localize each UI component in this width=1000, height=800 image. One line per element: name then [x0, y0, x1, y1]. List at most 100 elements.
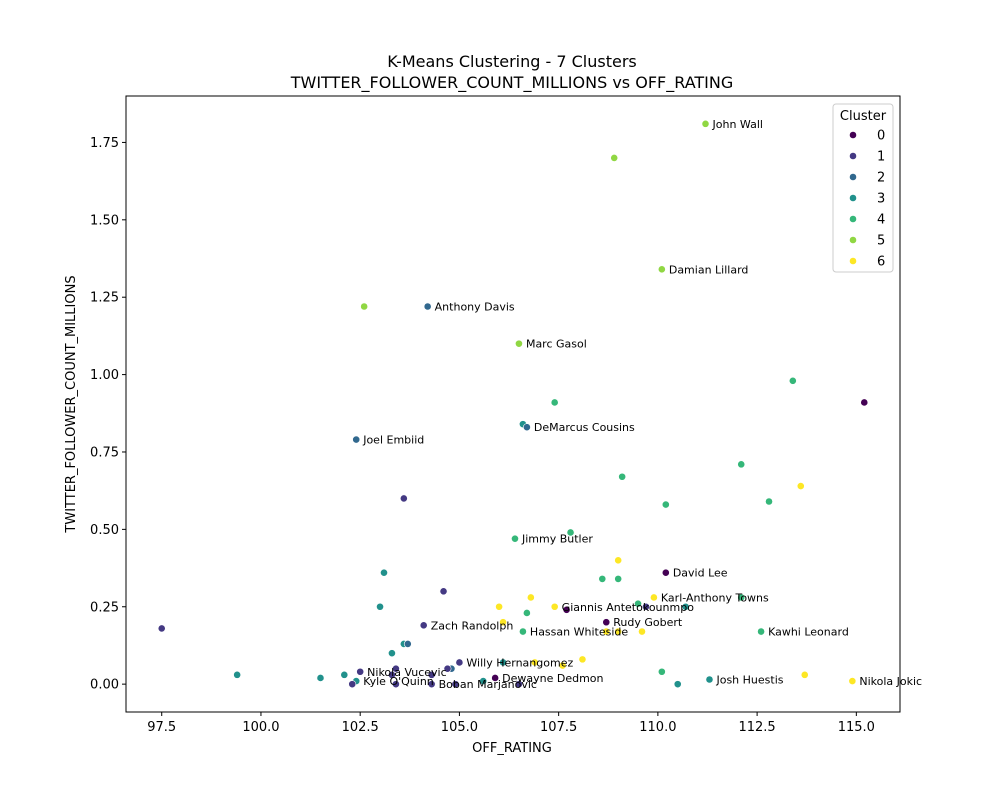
- point-label: Zach Randolph: [431, 619, 514, 632]
- point-label: John Wall: [712, 118, 763, 131]
- data-point: [348, 680, 357, 689]
- data-point: [233, 670, 242, 679]
- data-point: [423, 302, 432, 311]
- data-point: [522, 609, 531, 617]
- point-label: Kawhi Leonard: [768, 626, 849, 639]
- points-layer: [157, 119, 869, 689]
- data-point: [566, 528, 575, 537]
- data-point: [550, 602, 559, 611]
- data-point: [602, 627, 611, 636]
- data-point: [340, 670, 349, 679]
- point-label: Nikola Jokic: [859, 675, 922, 688]
- x-tick-label: 115.0: [838, 720, 875, 735]
- data-point: [657, 265, 666, 274]
- data-point: [356, 667, 365, 676]
- point-label: Rudy Gobert: [613, 616, 683, 629]
- data-point: [499, 618, 507, 627]
- y-tick-label: 1.75: [90, 136, 119, 151]
- data-point: [427, 670, 436, 679]
- point-label: Boban Marjanovic: [439, 678, 537, 691]
- data-point: [701, 119, 710, 128]
- legend-label: 5: [877, 234, 885, 249]
- y-tick-label: 1.00: [90, 368, 119, 383]
- point-labels-layer: John Wall Damian Lillard Anthony Davis Marc…: [362, 118, 922, 691]
- x-tick-label: 110.0: [639, 720, 676, 735]
- data-point: [610, 154, 619, 162]
- y-tick-label: 0.25: [90, 600, 119, 615]
- plot-frame: [125, 95, 901, 713]
- y-tick-label: 0.75: [90, 445, 119, 460]
- data-point: [737, 460, 746, 469]
- x-tick-label: 107.5: [540, 720, 577, 735]
- point-label: Hassan Whiteside: [530, 626, 628, 639]
- data-point: [499, 658, 507, 667]
- data-point: [618, 472, 627, 481]
- data-point: [558, 661, 567, 670]
- point-label: Giannis Antetokounmpo: [562, 601, 695, 614]
- legend-label: 1: [877, 150, 885, 165]
- legend-title: Cluster: [840, 109, 887, 124]
- data-point: [578, 655, 587, 664]
- x-tick-label: 112.5: [738, 720, 775, 735]
- data-point: [598, 574, 607, 583]
- data-point: [515, 680, 523, 689]
- data-point: [705, 675, 714, 684]
- point-label: Nikola Vucevic: [367, 666, 446, 679]
- data-point: [491, 674, 500, 682]
- data-point: [788, 376, 797, 385]
- data-point: [479, 677, 488, 685]
- point-label: Joel Embiid: [362, 434, 424, 447]
- data-point: [511, 534, 519, 543]
- x-tick-label: 102.5: [342, 720, 379, 735]
- point-label: Anthony Davis: [435, 300, 515, 313]
- data-point: [522, 423, 531, 432]
- y-axis-label: TWITTER_FOLLOWER_COUNT_MILLIONS: [64, 275, 79, 533]
- legend-box: [832, 103, 894, 273]
- legend-label: 3: [877, 192, 885, 207]
- data-point: [352, 435, 361, 444]
- data-point: [757, 627, 765, 636]
- data-point: [403, 639, 412, 648]
- data-point: [650, 593, 658, 602]
- legend-marker: [849, 236, 857, 244]
- x-axis-label: OFF_RATING: [472, 741, 552, 756]
- data-point: [848, 677, 857, 685]
- data-point: [439, 587, 448, 596]
- data-point: [681, 602, 690, 611]
- data-point: [634, 599, 642, 608]
- data-point: [602, 618, 611, 627]
- y-axis-ticks: 0.00 0.25 0.50 0.75 1.00 1.25 1.50 1.75: [90, 136, 126, 693]
- data-point: [316, 674, 325, 682]
- legend-marker: [849, 194, 857, 202]
- point-label: Kyle O'Quinn: [363, 675, 434, 688]
- point-label: Josh Huestis: [715, 673, 783, 686]
- data-point: [737, 593, 746, 602]
- point-label: Karl-Anthony Towns: [661, 591, 769, 604]
- data-point: [392, 680, 400, 689]
- legend-label: 2: [877, 171, 885, 186]
- data-point: [614, 627, 623, 636]
- y-tick-label: 1.50: [90, 213, 119, 228]
- x-tick-label: 97.5: [147, 720, 176, 735]
- legend-entries: 0 1 2 3 4 5 6: [849, 129, 885, 270]
- data-point: [392, 664, 400, 673]
- data-point: [360, 302, 369, 311]
- data-point: [673, 680, 682, 689]
- legend: Cluster 0 1 2 3 4 5 6: [832, 103, 894, 273]
- data-point: [614, 574, 623, 583]
- chart-title-line2: TWITTER_FOLLOWER_COUNT_MILLIONS vs OFF_R…: [290, 73, 734, 93]
- data-point: [661, 500, 670, 509]
- data-point: [657, 667, 666, 676]
- data-point: [562, 605, 571, 614]
- legend-marker: [849, 152, 857, 160]
- data-point: [157, 624, 166, 633]
- chart-title-line1: K-Means Clustering - 7 Clusters: [387, 52, 636, 71]
- data-point: [526, 593, 535, 602]
- data-point: [380, 568, 388, 577]
- y-tick-label: 0.00: [90, 678, 119, 693]
- data-point: [638, 627, 646, 636]
- legend-label: 0: [877, 129, 885, 144]
- point-label: Dewayne Dedmon: [502, 672, 603, 685]
- x-tick-label: 105.0: [441, 720, 478, 735]
